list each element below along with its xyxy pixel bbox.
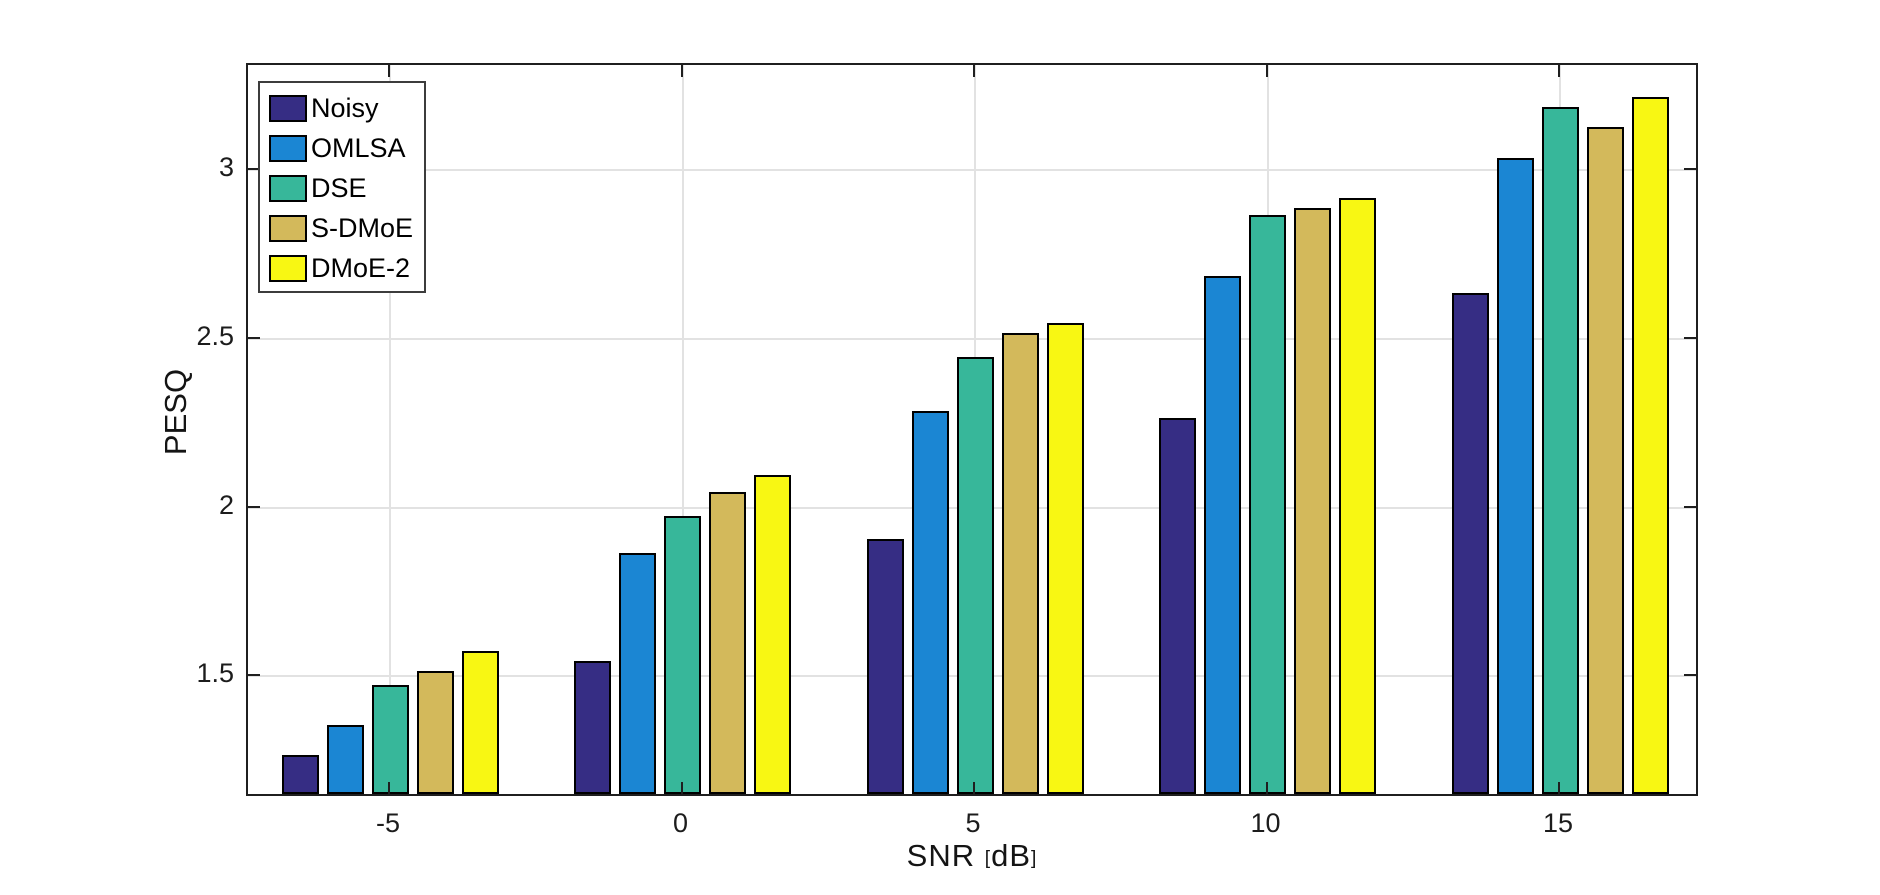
- x-tick-mark: [680, 65, 683, 77]
- plot-area: [246, 63, 1698, 796]
- y-tick-label: 1.5: [196, 658, 234, 689]
- y-tick-mark: [248, 336, 260, 339]
- y-axis-label: PESQ: [158, 368, 193, 456]
- x-axis-label-text: ]: [1031, 848, 1038, 869]
- legend-item-label: S-DMoE: [311, 212, 414, 243]
- bar-dmoe-2-snr-10: [1339, 198, 1376, 794]
- x-axis-label: SNR [dB]: [907, 838, 1038, 874]
- y-gridline: [248, 168, 1696, 171]
- legend-swatch-icon: [269, 174, 307, 202]
- y-tick-mark: [1684, 505, 1696, 508]
- x-tick-mark: [973, 65, 975, 77]
- legend-swatch-icon: [269, 214, 307, 242]
- bar-noisy-snr-10: [1159, 417, 1196, 794]
- legend-item-noisy: Noisy: [260, 88, 424, 128]
- bar-s-dmoe-snr-5: [1001, 333, 1039, 794]
- bar-s-dmoe-snr-15: [1586, 127, 1624, 794]
- x-tick-mark: [973, 782, 975, 794]
- y-tick-label: 2.5: [196, 320, 234, 351]
- x-tick-label: -5: [375, 808, 400, 838]
- y-tick-mark: [1684, 336, 1696, 339]
- y-tick-mark: [1684, 167, 1696, 170]
- x-tick-mark: [1265, 65, 1268, 77]
- legend-item-omlsa: OMLSA: [260, 128, 424, 168]
- x-axis-label-text: dB: [991, 838, 1031, 873]
- bar-omlsa-snr-10: [1204, 275, 1241, 794]
- bar-omlsa-snr-0: [619, 552, 656, 794]
- bar-dmoe-2-snr--5: [461, 650, 499, 794]
- legend-item-label: DMoE-2: [311, 252, 411, 283]
- bar-dmoe-2-snr-15: [1631, 96, 1669, 794]
- y-tick-mark: [1684, 674, 1696, 677]
- legend-item-s-dmoe: S-DMoE: [260, 208, 424, 248]
- x-axis-label-text: SNR: [906, 838, 985, 873]
- bar-dmoe-2-snr-5: [1046, 323, 1084, 794]
- legend-swatch-icon: [269, 254, 307, 282]
- bar-noisy-snr-15: [1451, 292, 1489, 794]
- bar-noisy-snr-5: [866, 539, 904, 794]
- bar-omlsa-snr--5: [326, 725, 364, 794]
- legend-item-dmoe-2: DMoE-2: [260, 248, 424, 288]
- bar-omlsa-snr-5: [911, 410, 949, 794]
- y-tick-mark: [248, 167, 260, 170]
- x-tick-mark: [1558, 782, 1560, 794]
- y-gridline: [248, 337, 1696, 340]
- x-tick-mark: [388, 65, 390, 77]
- x-tick-mark: [1265, 782, 1268, 794]
- bar-dse-snr-15: [1541, 106, 1579, 794]
- bar-s-dmoe-snr--5: [416, 671, 454, 794]
- x-tick-mark: [388, 782, 390, 794]
- bar-dse-snr-5: [956, 356, 994, 794]
- bar-s-dmoe-snr-0: [709, 492, 746, 794]
- x-gridline: [389, 65, 391, 794]
- x-axis-label-text: [: [984, 848, 992, 869]
- bar-dse-snr--5: [371, 684, 409, 794]
- x-tick-label: 5: [965, 808, 981, 838]
- bar-dse-snr-0: [664, 515, 701, 794]
- bar-dse-snr-10: [1249, 215, 1286, 794]
- bar-dmoe-2-snr-0: [754, 475, 791, 794]
- legend-item-label: OMLSA: [311, 132, 406, 163]
- y-tick-mark: [248, 505, 260, 508]
- x-tick-label: 10: [1250, 808, 1281, 838]
- x-tick-mark: [680, 782, 683, 794]
- legend-item-dse: DSE: [260, 168, 424, 208]
- y-tick-label: 2: [218, 489, 234, 520]
- y-tick-label: 3: [218, 151, 234, 182]
- legend-swatch-icon: [269, 134, 307, 162]
- bar-noisy-snr-0: [574, 660, 611, 794]
- bar-omlsa-snr-15: [1496, 157, 1534, 794]
- x-tick-mark: [1558, 65, 1560, 77]
- x-gridline: [681, 65, 684, 794]
- y-tick-mark: [248, 674, 260, 677]
- legend-swatch-icon: [269, 94, 307, 122]
- legend-item-label: DSE: [311, 172, 367, 203]
- bar-noisy-snr--5: [281, 755, 319, 794]
- x-tick-label: 15: [1542, 808, 1574, 838]
- legend: Noisy OMLSA DSE S-DMoE DMoE-2: [258, 81, 426, 293]
- x-tick-label: 0: [672, 808, 689, 838]
- legend-item-label: Noisy: [311, 92, 379, 123]
- bar-s-dmoe-snr-10: [1294, 208, 1331, 794]
